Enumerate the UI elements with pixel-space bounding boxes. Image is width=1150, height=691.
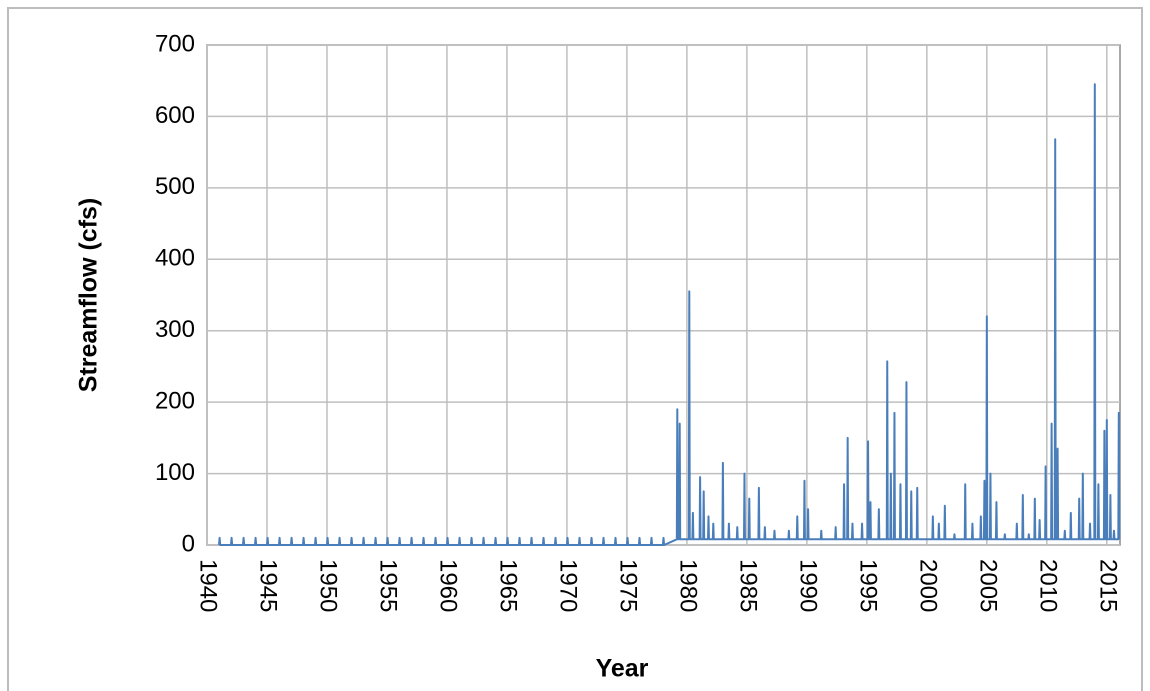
y-tick-label: 400 (155, 245, 195, 272)
frame (7, 7, 1143, 691)
x-tick-label: 1970 (555, 559, 582, 612)
x-tick-label: 2015 (1094, 559, 1121, 612)
y-tick-label: 100 (155, 459, 195, 486)
x-tick-label: 2005 (974, 559, 1001, 612)
y-tick-label: 600 (155, 102, 195, 129)
x-tick-label: 1980 (675, 559, 702, 612)
y-tick-label: 500 (155, 173, 195, 200)
x-tick-label: 2010 (1034, 559, 1061, 612)
x-tick-label: 1955 (375, 559, 402, 612)
x-tick-label: 1995 (855, 559, 882, 612)
x-axis-title: Year (596, 655, 649, 683)
x-tick-label: 1960 (435, 559, 462, 612)
y-axis-title: Streamflow (cfs) (75, 198, 103, 392)
x-tick-label: 1990 (795, 559, 822, 612)
x-tick-label: 2000 (914, 559, 941, 612)
y-tick-label: 700 (155, 30, 195, 57)
x-tick-label: 1965 (495, 559, 522, 612)
y-tick-label: 0 (182, 530, 195, 557)
x-tick-label: 1975 (615, 559, 642, 612)
x-tick-label: 1945 (255, 559, 282, 612)
x-tick-label: 1940 (195, 559, 222, 612)
x-tick-label: 1985 (735, 559, 762, 612)
y-tick-label: 300 (155, 316, 195, 343)
plot-area (206, 44, 1121, 546)
x-tick-label: 1950 (315, 559, 342, 612)
data-line (218, 83, 1121, 546)
y-tick-label: 200 (155, 387, 195, 414)
